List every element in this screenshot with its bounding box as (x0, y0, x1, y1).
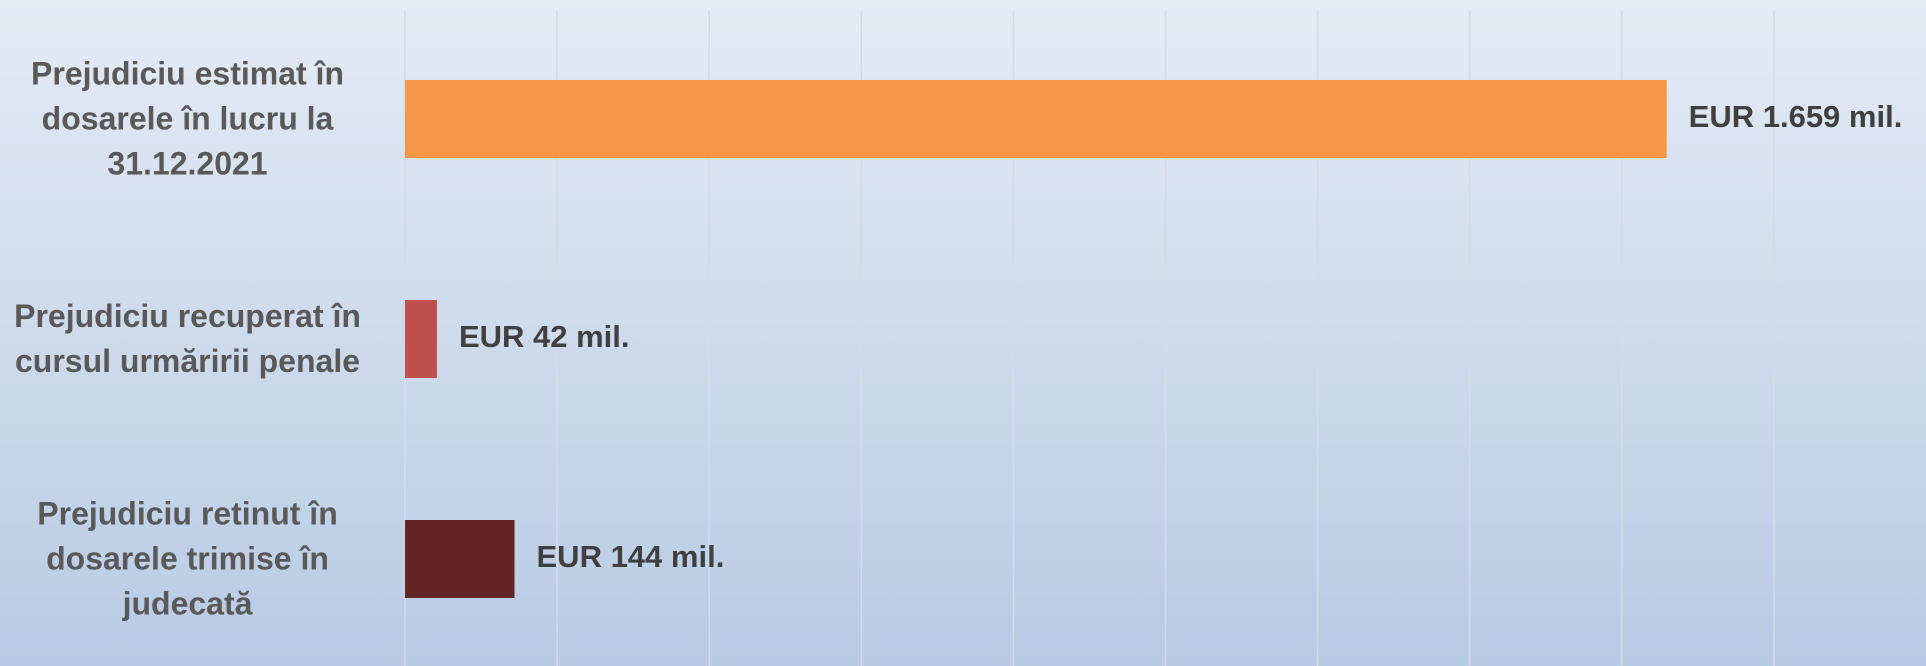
category-label: Prejudiciu estimat în dosarele în lucru … (31, 55, 344, 182)
bar (405, 80, 1667, 158)
bar (405, 520, 515, 598)
category-label: Prejudiciu retinut în dosarele trimise î… (37, 495, 338, 622)
bar (405, 300, 437, 378)
value-label: EUR 1.659 mil. (1689, 99, 1903, 134)
category-label: Prejudiciu recuperat în cursul urmăririi… (14, 298, 361, 379)
value-label: EUR 42 mil. (459, 319, 630, 354)
value-label: EUR 144 mil. (537, 539, 725, 574)
